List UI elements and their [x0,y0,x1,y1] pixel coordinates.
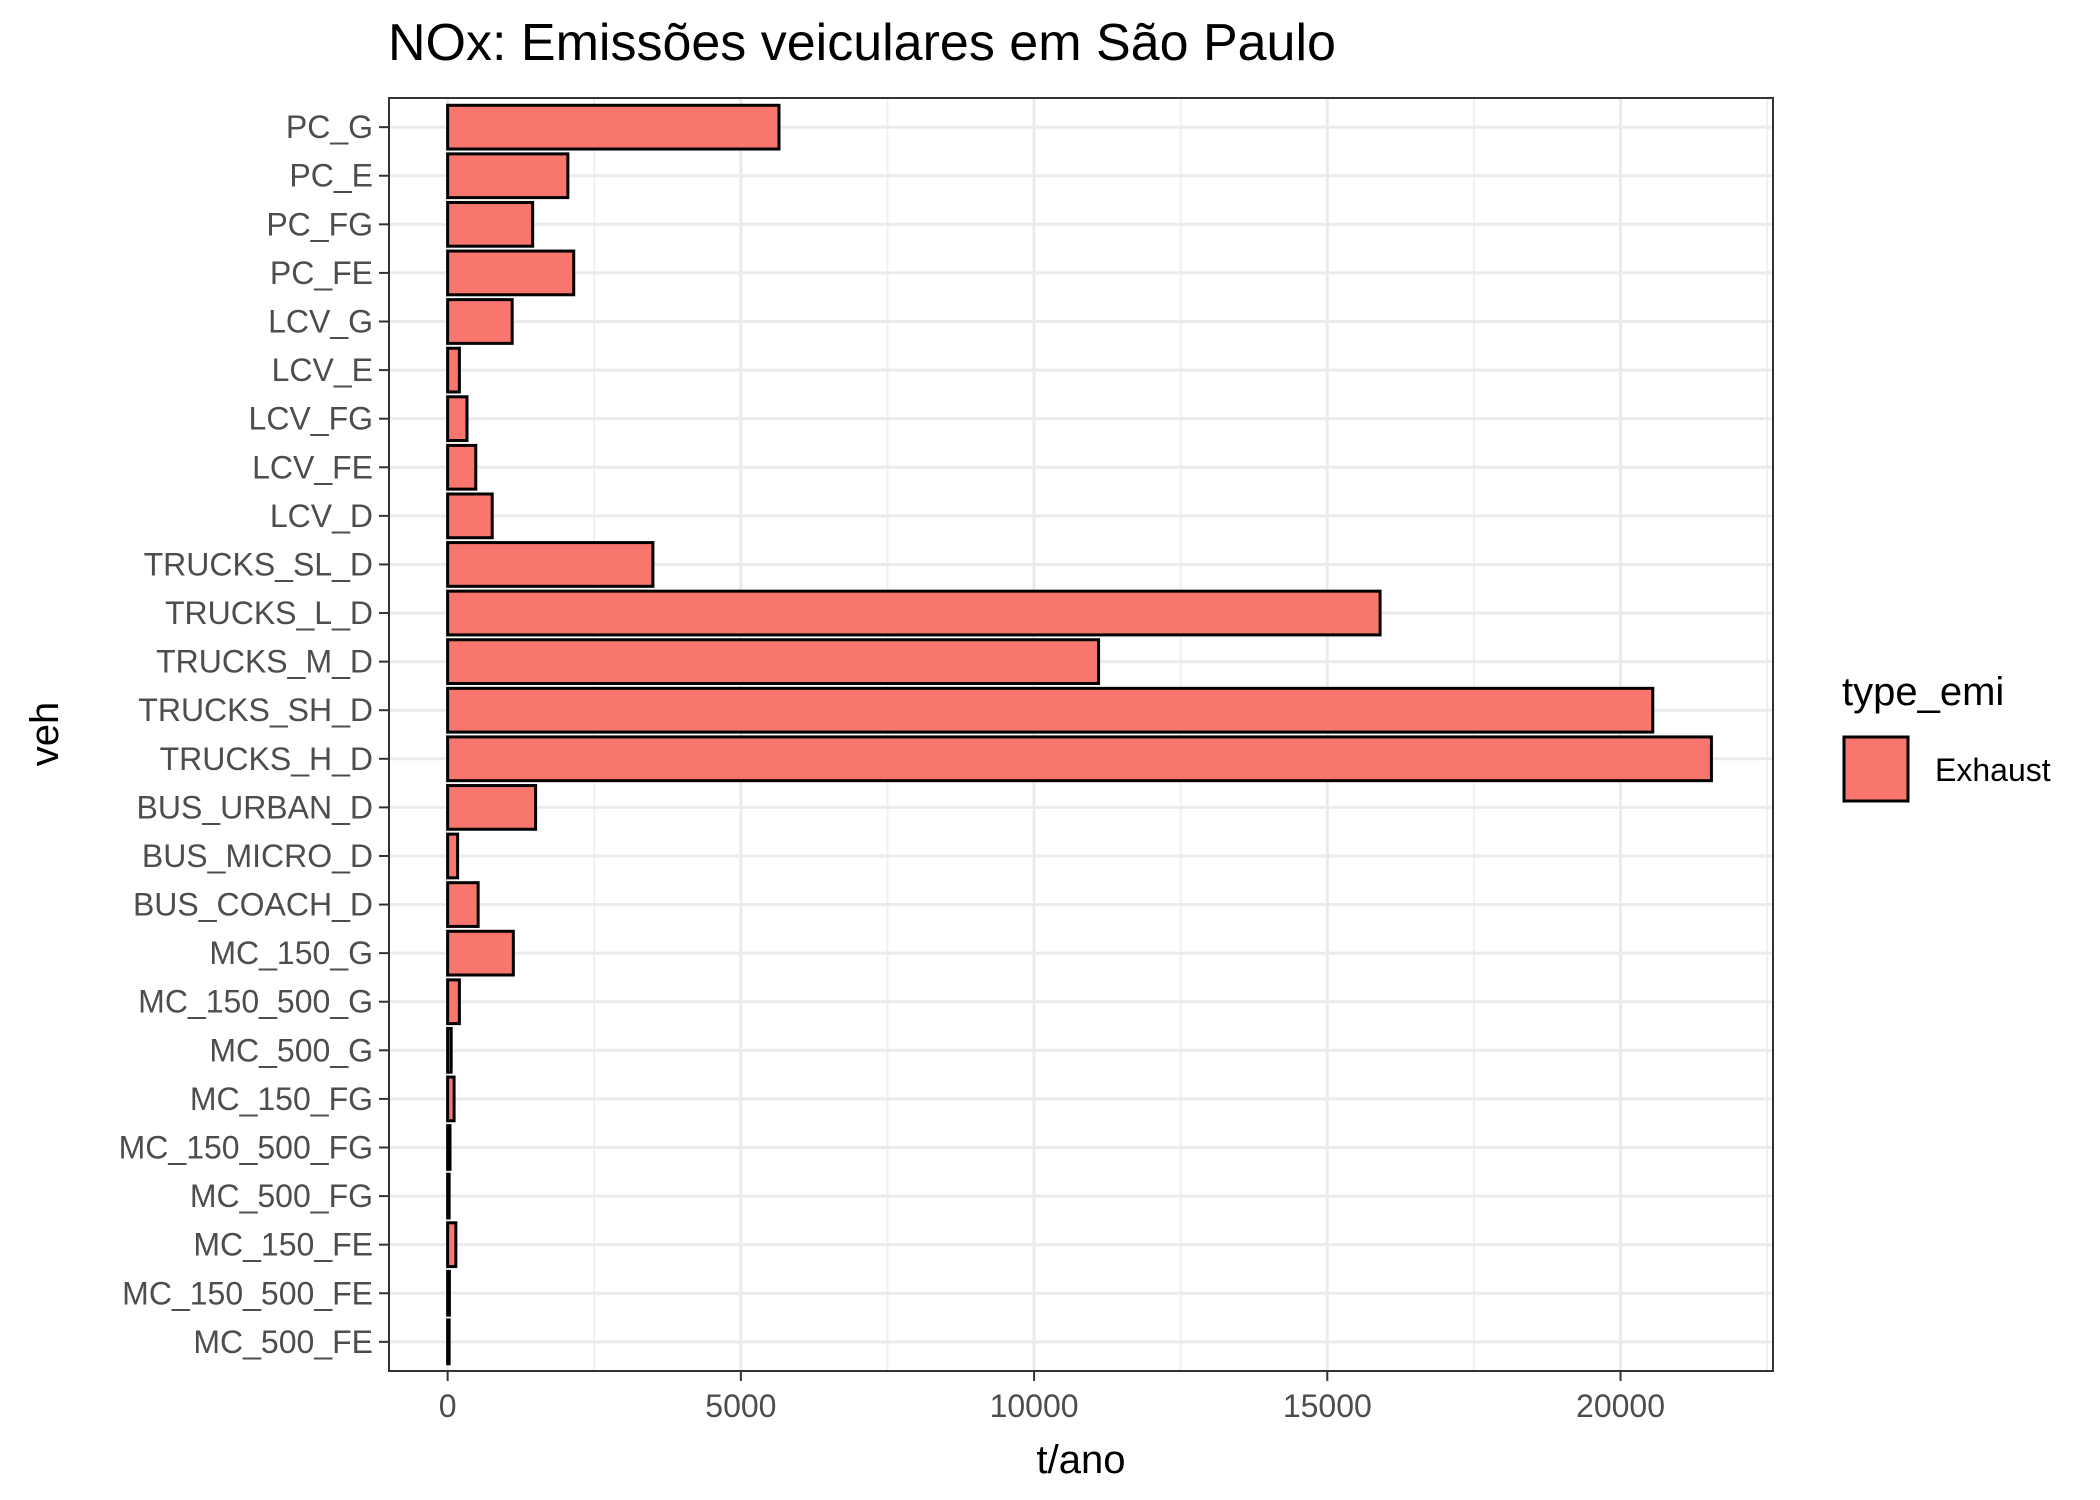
y-axis-title: veh [23,702,67,767]
bar-bus-micro-d [446,832,460,880]
y-tick-label: LCV_FG [249,401,373,437]
y-tick-label: PC_FE [270,255,373,291]
plot-border [388,97,1774,1372]
y-tick-label: BUS_URBAN_D [136,789,373,825]
x-axis-title: t/ano [1037,1438,1126,1482]
legend: type_emi Exhaust [1842,670,2051,803]
y-tick-label: LCV_E [272,352,373,388]
y-tick-label: LCV_FE [252,449,373,485]
y-tick-label: TRUCKS_SL_D [144,546,373,582]
y-axis: PC_G PC_E PC_FG PC_FE LCV_G LCV_E LCV_FG LCV_FE… [119,109,389,1360]
y-tick-label: TRUCKS_H_D [160,741,373,777]
legend-title: type_emi [1842,670,2004,714]
y-tick-label: PC_G [286,109,373,145]
bar-pc-g [446,103,781,151]
bar-trucks-sh-d [446,686,1655,734]
y-tick-label: PC_E [289,158,373,194]
y-tick-label: MC_500_FE [193,1324,373,1360]
bar-mc-150-fe [446,1221,458,1269]
bar-mc-150-500-fe [446,1269,451,1317]
bar-lcv-g [446,298,514,345]
bar-lcv-fg [446,395,469,443]
chart-title: NOx: Emissões veiculares em São Paulo [388,14,1336,72]
y-tick-label: MC_150_FG [190,1081,373,1117]
bar-lcv-e [446,346,461,394]
legend-swatch-exhaust [1842,735,1910,803]
bar-pc-e [446,152,570,200]
bar-pc-fg [446,200,535,248]
bar-trucks-l-d [446,589,1382,637]
y-tick-label: MC_150_FE [193,1227,373,1263]
bar-trucks-h-d [446,735,1713,783]
x-tick-label: 20000 [1576,1388,1665,1424]
y-tick-label: MC_500_FG [190,1178,373,1214]
bar-trucks-sl-d [446,541,655,588]
y-tick-label: LCV_G [268,304,373,340]
x-tick-label: 5000 [705,1388,776,1424]
bar-trucks-m-d [446,638,1101,685]
bar-bus-coach-d [446,881,480,928]
y-tick-label: TRUCKS_SH_D [138,692,373,728]
y-tick-label: TRUCKS_M_D [156,644,373,680]
x-tick-label: 0 [439,1388,457,1424]
y-tick-label: MC_150_G [209,935,373,971]
y-tick-label: LCV_D [270,498,373,534]
bar-lcv-fe [446,443,478,491]
bar-mc-150-g [446,929,515,977]
bar-lcv-d [446,492,494,540]
bar-bus-urban-d [446,784,538,831]
bar-mc-500-fg [446,1172,451,1220]
y-tick-label: MC_150_500_G [138,984,373,1020]
plot-panel [389,98,1773,1371]
y-tick-label: MC_500_G [209,1032,373,1068]
bar-mc-500-g [446,1026,453,1074]
y-tick-label: MC_150_500_FE [122,1275,373,1311]
y-tick-label: BUS_MICRO_D [142,838,373,874]
y-tick-label: BUS_COACH_D [133,887,373,923]
y-tick-label: MC_150_500_FG [119,1129,373,1165]
bar-mc-500-fe [446,1318,451,1366]
legend-label-exhaust: Exhaust [1935,752,2051,788]
y-tick-label: PC_FG [266,206,373,242]
x-tick-label: 15000 [1283,1388,1372,1424]
bar-mc-150-fg [446,1075,456,1123]
bars [446,103,1713,1366]
y-tick-label: TRUCKS_L_D [165,595,373,631]
x-tick-label: 10000 [990,1388,1079,1424]
bar-mc-150-500-fg [446,1124,452,1171]
bar-pc-fe [446,249,576,297]
x-axis: 0 5000 10000 15000 20000 [439,1371,1665,1424]
bar-mc-150-500-g [446,978,461,1026]
